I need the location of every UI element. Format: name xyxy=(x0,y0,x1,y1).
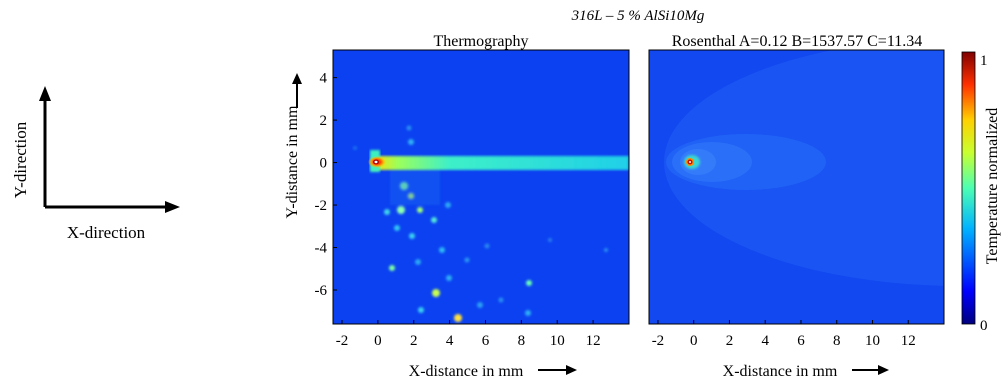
x-tick-label: -2 xyxy=(336,333,349,349)
rosenthal-x-label: X-distance in mm xyxy=(723,363,889,380)
x-tick-label: 0 xyxy=(690,333,698,349)
x-tick-label: 12 xyxy=(901,333,916,349)
y-tick-label: -6 xyxy=(315,283,328,299)
melt-track xyxy=(372,156,629,170)
x-tick-label: 4 xyxy=(761,333,769,349)
x-tick-label: 10 xyxy=(550,333,565,349)
x-axis-arrow-head-icon xyxy=(878,365,889,375)
y-tick-label: 2 xyxy=(320,113,328,129)
colorbar-gradient xyxy=(961,51,976,325)
y-tick-label: 0 xyxy=(320,156,328,172)
x-tick-label: 8 xyxy=(518,333,526,349)
x-tick-label: 8 xyxy=(833,333,841,349)
y-axis-arrow-head-icon xyxy=(292,73,302,84)
thermography-title: Thermography xyxy=(433,33,528,50)
y-direction-label: Y-direction xyxy=(11,121,30,198)
svg-text:X-distance in mm: X-distance in mm xyxy=(409,363,524,380)
figure-title: 316L – 5 % AlSi10Mg xyxy=(571,8,705,24)
x-tick-label: 6 xyxy=(482,333,490,349)
x-tick-label: 6 xyxy=(797,333,805,349)
x-tick-label: 12 xyxy=(586,333,601,349)
y-tick-label: -4 xyxy=(315,241,328,257)
x-tick-label: 2 xyxy=(726,333,734,349)
y-arrow-head-icon xyxy=(39,86,51,101)
x-tick-label: 10 xyxy=(865,333,880,349)
x-tick-label: -2 xyxy=(652,333,665,349)
colorbar-label: Temperature normalized xyxy=(984,108,1001,265)
svg-text:X-distance in mm: X-distance in mm xyxy=(723,363,838,380)
x-arrow-head-icon xyxy=(165,201,180,213)
x-tick-label: 2 xyxy=(410,333,418,349)
rosenthal-panel: Rosenthal A=0.12 B=1537.57 C=11.34 -2 0 2 4… xyxy=(648,33,945,380)
rosenthal-title: Rosenthal A=0.12 B=1537.57 C=11.34 xyxy=(672,33,922,50)
x-tick-label: 0 xyxy=(374,333,382,349)
svg-text:Y-distance in mm: Y-distance in mm xyxy=(284,105,301,218)
x-direction-label: X-direction xyxy=(67,223,146,242)
thermography-x-label: X-distance in mm xyxy=(409,363,577,380)
colorbar: 1 0 Temperature normalized xyxy=(961,51,1001,334)
thermography-y-label: Y-distance in mm xyxy=(284,73,302,218)
x-tick-label: 4 xyxy=(446,333,454,349)
colorbar-max-label: 1 xyxy=(980,53,988,69)
x-axis-arrow-head-icon xyxy=(566,365,577,375)
y-tick-label: 4 xyxy=(320,71,328,87)
y-tick-label: -2 xyxy=(315,198,328,214)
colorbar-min-label: 0 xyxy=(980,318,988,334)
thermography-panel: Thermography -2 0 2 4 6 8 10 12 -6 -4 -2 0 2 4 X-dist… xyxy=(284,33,630,380)
direction-legend: Y-direction X-direction xyxy=(11,86,180,242)
